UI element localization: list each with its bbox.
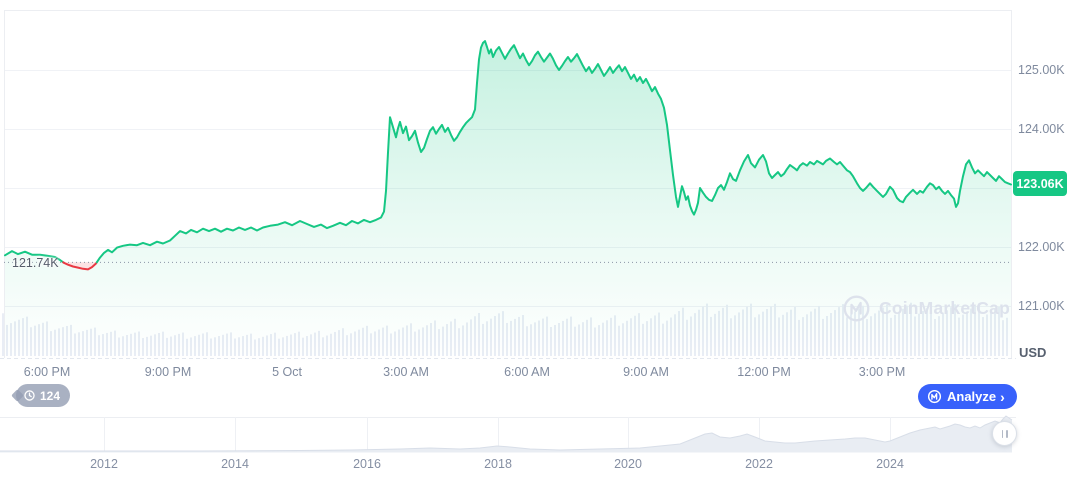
- open-price-label: 121.74K: [12, 256, 59, 270]
- clock-history-icon: [23, 389, 36, 402]
- x-axis-tick: 12:00 PM: [737, 365, 791, 379]
- chevron-right-icon: ›: [1000, 388, 1005, 405]
- navigator-area: [0, 416, 1012, 453]
- price-line-down: [62, 261, 98, 271]
- y-axis-tick: 125.00K: [1018, 63, 1065, 77]
- x-axis-tick: 5 Oct: [272, 365, 302, 379]
- year-tick: 2016: [353, 457, 381, 471]
- price-line-up: [95, 40, 1012, 264]
- watermark-text: CoinMarketCap: [879, 298, 1010, 318]
- x-axis-tick: 9:00 PM: [144, 365, 192, 379]
- y-axis-tick: 122.00K: [1018, 240, 1065, 254]
- coinmarketcap-logo-icon: [842, 294, 871, 323]
- analyze-button[interactable]: Analyze ›: [918, 384, 1017, 409]
- year-tick: 2018: [484, 457, 512, 471]
- year-tick: 2024: [876, 457, 904, 471]
- navigator-resize-handle[interactable]: [992, 421, 1017, 446]
- price-area: [5, 41, 1011, 358]
- watermark: CoinMarketCap: [842, 294, 1010, 323]
- x-axis-tick: 3:00 PM: [858, 365, 906, 379]
- currency-label: USD: [1019, 345, 1047, 360]
- below-open-area: [63, 262, 97, 270]
- x-axis-tick: 3:00 AM: [383, 365, 429, 379]
- x-axis-tick: 9:00 AM: [623, 365, 669, 379]
- year-tick: 2012: [90, 457, 118, 471]
- analyze-label: Analyze: [947, 389, 997, 404]
- navigator[interactable]: [0, 415, 1016, 453]
- y-axis-tick: 124.00K: [1018, 122, 1065, 136]
- y-axis-tick: 121.00K: [1018, 299, 1065, 313]
- year-tick: 2014: [221, 457, 249, 471]
- history-count: 124: [40, 388, 61, 403]
- x-axis-tick: 6:00 PM: [23, 365, 71, 379]
- year-tick: 2022: [745, 457, 773, 471]
- navigator-outline: [0, 415, 1013, 452]
- price-line-up: [4, 250, 65, 264]
- coinmarketcap-mini-logo-icon: [927, 389, 942, 404]
- current-price-badge: 123.06K: [1013, 171, 1067, 196]
- x-axis-tick: 6:00 AM: [504, 365, 550, 379]
- history-count-badge[interactable]: 124: [16, 384, 71, 407]
- price-series: [4, 40, 1012, 358]
- year-tick: 2020: [614, 457, 642, 471]
